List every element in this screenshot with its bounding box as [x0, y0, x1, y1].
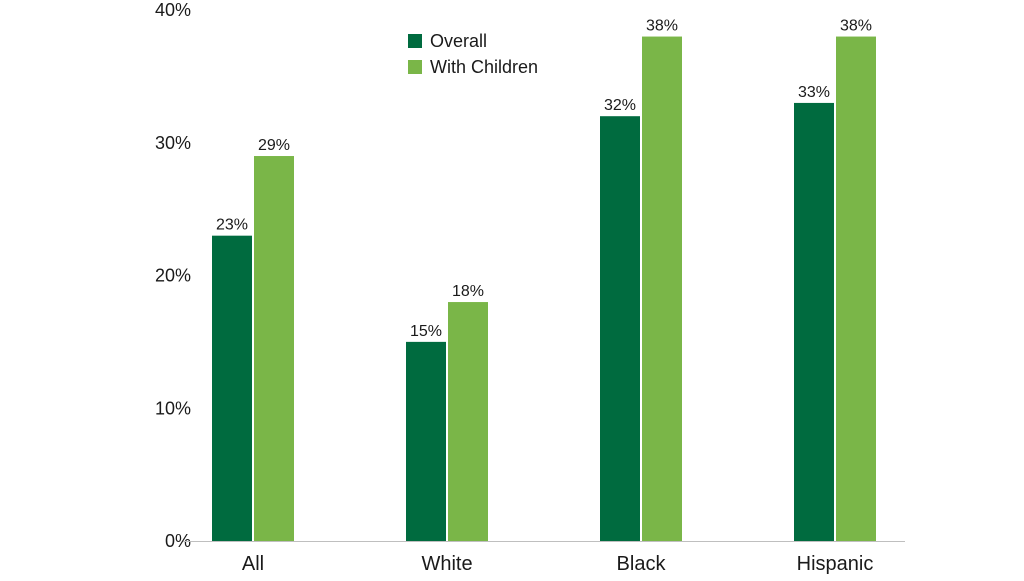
data-label: 33%	[798, 84, 830, 101]
legend-swatch	[408, 60, 422, 74]
bar-overall-black	[600, 116, 640, 541]
legend-label: With Children	[430, 57, 538, 77]
bar-overall-hispanic	[794, 102, 834, 542]
bar-with-children-white	[448, 302, 488, 541]
bar-overall-white	[406, 341, 446, 541]
legend: Overall With Children	[408, 31, 538, 77]
legend-label: Overall	[430, 31, 487, 51]
data-label: 23%	[216, 217, 248, 234]
data-label: 38%	[646, 18, 678, 35]
y-tick-label: 30%	[155, 133, 191, 153]
bar-with-children-black	[642, 36, 682, 542]
data-label: 32%	[604, 97, 636, 114]
category-label: White	[421, 553, 472, 575]
data-labels-group: 23% 29% 15% 18% 32% 38% 33% 38%	[216, 18, 872, 340]
category-label: All	[242, 553, 264, 575]
data-label: 38%	[840, 18, 872, 35]
bar-with-children-hispanic	[836, 36, 876, 542]
bar-with-children-all	[254, 156, 294, 541]
category-label: Hispanic	[797, 553, 874, 575]
y-tick-label: 10%	[155, 398, 191, 418]
y-tick-label: 40%	[155, 0, 191, 20]
y-tick-label: 20%	[155, 266, 191, 286]
data-label: 29%	[258, 137, 290, 154]
data-label: 15%	[410, 323, 442, 340]
x-axis-categories: All White Black Hispanic	[242, 553, 873, 575]
y-tick-label: 0%	[165, 531, 191, 551]
y-axis-ticks: 0% 10% 20% 30% 40%	[155, 0, 191, 551]
bar-overall-all	[212, 235, 252, 542]
legend-swatch	[408, 34, 422, 48]
data-label: 18%	[452, 283, 484, 300]
category-label: Black	[617, 553, 667, 575]
bars-group	[212, 36, 876, 542]
